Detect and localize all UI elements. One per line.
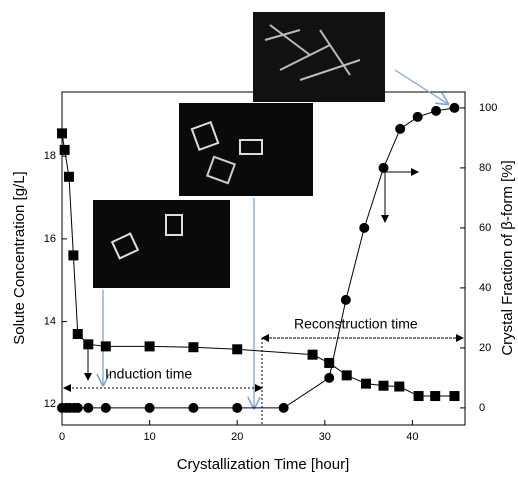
point bbox=[359, 222, 370, 233]
x-axis-label: Crystallization Time [hour] bbox=[177, 456, 350, 473]
point bbox=[307, 349, 318, 360]
point bbox=[144, 402, 155, 413]
point bbox=[449, 102, 460, 113]
point bbox=[232, 402, 243, 413]
y2-axis-label: Crystal Fraction of β-form [%] bbox=[499, 160, 516, 355]
point bbox=[144, 341, 155, 352]
point bbox=[83, 339, 94, 350]
point bbox=[232, 344, 243, 355]
y2-tick-label: 100 bbox=[479, 102, 497, 114]
annotation-arrows bbox=[63, 334, 464, 425]
point bbox=[378, 162, 389, 173]
y2-tick-label: 0 bbox=[479, 402, 485, 414]
point bbox=[64, 171, 75, 182]
point bbox=[431, 105, 442, 116]
point bbox=[83, 402, 94, 413]
point bbox=[378, 380, 389, 391]
y-axis-label: Solute Concentration [g/L] bbox=[11, 171, 28, 344]
y-tick-label: 16 bbox=[44, 233, 56, 245]
point bbox=[412, 111, 423, 122]
point bbox=[341, 370, 352, 381]
axis-hint-arrows bbox=[84, 168, 419, 381]
x-tick-label: 10 bbox=[143, 431, 155, 443]
point bbox=[57, 128, 67, 139]
point bbox=[449, 391, 460, 402]
photo-arrows bbox=[103, 69, 448, 408]
point bbox=[324, 357, 335, 368]
point bbox=[68, 250, 79, 261]
y2-tick-label: 20 bbox=[479, 342, 491, 354]
point bbox=[100, 341, 111, 352]
point bbox=[188, 342, 199, 353]
x-tick-label: 20 bbox=[231, 431, 243, 443]
point bbox=[72, 402, 83, 413]
point bbox=[324, 372, 335, 383]
annotation: Reconstruction time bbox=[294, 316, 418, 332]
point bbox=[430, 391, 441, 402]
y2-tick-label: 40 bbox=[479, 282, 491, 294]
y-tick-label: 18 bbox=[44, 150, 56, 162]
x-tick-label: 30 bbox=[319, 431, 331, 443]
x-tick-label: 40 bbox=[406, 431, 418, 443]
y2-tick-label: 60 bbox=[479, 222, 491, 234]
point bbox=[278, 402, 289, 413]
y2-tick-label: 80 bbox=[479, 162, 491, 174]
y-tick-label: 12 bbox=[44, 398, 56, 410]
point bbox=[100, 402, 111, 413]
y-tick-label: 14 bbox=[44, 315, 56, 327]
annotation: Induction time bbox=[105, 366, 192, 382]
point bbox=[361, 378, 372, 389]
point bbox=[72, 328, 83, 339]
x-tick-label: 0 bbox=[59, 431, 65, 443]
photos bbox=[93, 12, 385, 288]
point bbox=[413, 391, 424, 402]
point bbox=[394, 381, 405, 392]
point bbox=[340, 294, 351, 305]
point bbox=[188, 402, 199, 413]
point bbox=[395, 123, 406, 134]
point bbox=[59, 144, 70, 155]
